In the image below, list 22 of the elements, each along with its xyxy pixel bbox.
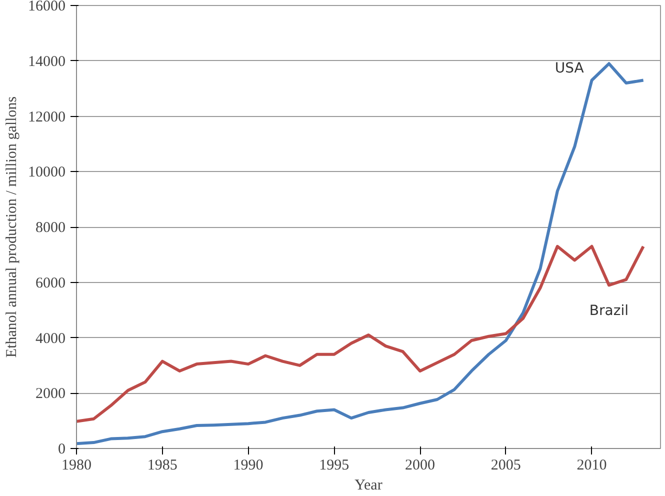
- y-tick-label: 16000: [28, 0, 66, 14]
- y-tick-label: 10000: [28, 164, 66, 181]
- x-axis-title: Year: [354, 478, 382, 494]
- x-tick-label: 2010: [576, 458, 607, 474]
- x-tick-label: 1985: [147, 458, 178, 474]
- y-tick-label: 14000: [28, 54, 66, 70]
- y-tick-label: 12000: [28, 109, 66, 126]
- x-tick-label: 1990: [233, 458, 264, 474]
- line-series: [76, 244, 645, 423]
- x-tick-label: 1980: [62, 458, 92, 474]
- y-tick-label: 0: [58, 442, 66, 458]
- x-tick-label: 2000: [405, 458, 436, 474]
- y-tick-label: 4000: [36, 330, 66, 347]
- series-label: Brazil: [589, 303, 629, 320]
- y-tick-label: 2000: [36, 386, 66, 402]
- y-tick-label: 8000: [36, 220, 66, 236]
- y-tick-label: 6000: [36, 275, 66, 292]
- y-axis-title: Ethanol annual production / million gallons: [4, 96, 20, 358]
- series-label: USA: [554, 60, 584, 76]
- x-tick-label: 2005: [490, 458, 521, 474]
- line-series: [76, 62, 645, 446]
- x-tick-label: 1995: [319, 458, 350, 474]
